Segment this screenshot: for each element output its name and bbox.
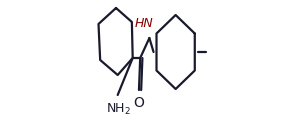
Text: NH$_2$: NH$_2$	[106, 102, 131, 117]
Text: O: O	[134, 96, 144, 110]
Text: HN: HN	[135, 17, 154, 30]
